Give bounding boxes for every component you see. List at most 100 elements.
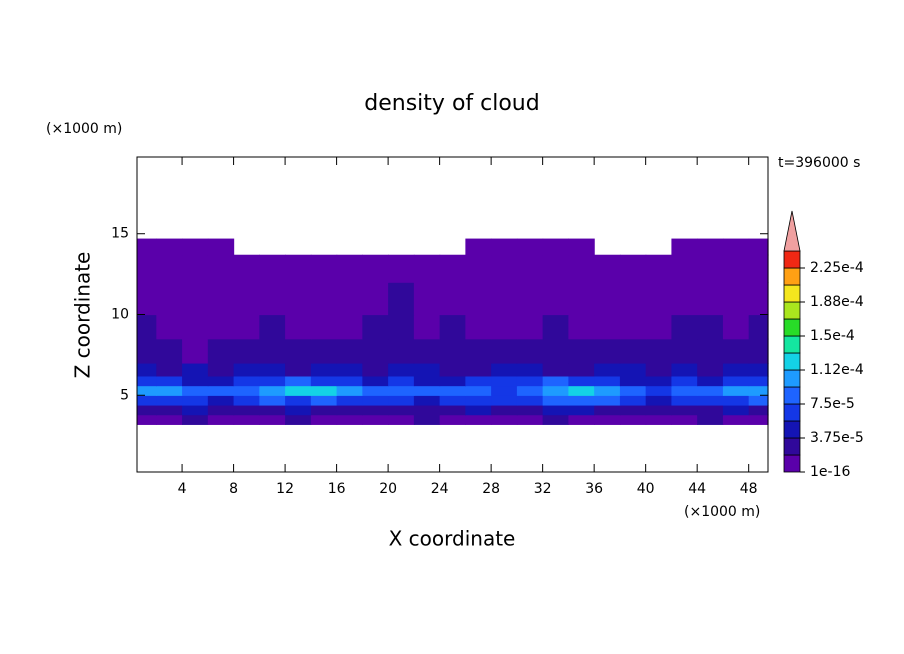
contour-cell: [516, 314, 544, 340]
colorbar-tick-label: 1.88e-4: [810, 294, 864, 310]
contour-cell: [748, 385, 769, 396]
contour-cell: [491, 414, 518, 425]
contour-cell: [310, 395, 338, 406]
contour-cell: [137, 362, 157, 377]
contour-cell: [465, 414, 492, 425]
contour-cell: [671, 314, 698, 340]
colorbar-box: [783, 403, 801, 422]
colorbar-box: [783, 335, 801, 354]
contour-cell: [722, 254, 750, 283]
colorbar-tick-label: 1e-16: [810, 464, 850, 480]
contour-cell: [645, 404, 673, 416]
contour-cell: [645, 314, 673, 340]
contour-cell: [748, 254, 769, 283]
contour-cell: [362, 375, 389, 387]
contour-cell: [137, 314, 157, 340]
contour-cell: [568, 238, 595, 256]
contour-cell: [465, 254, 492, 283]
contour-cell: [568, 395, 595, 406]
colorbar-tick-label: 3.75e-5: [810, 430, 864, 446]
contour-cell: [465, 282, 492, 316]
contour-cell: [156, 395, 183, 406]
contour-cell: [233, 338, 260, 364]
contour-cell: [137, 238, 157, 256]
contour-cell: [336, 282, 363, 316]
colorbar-tick-label: 7.5e-5: [810, 396, 855, 412]
contour-cell: [439, 254, 466, 283]
contour-cell: [465, 385, 492, 396]
contour-cell: [542, 404, 569, 416]
contour-cell: [594, 254, 621, 283]
contour-cell: [388, 404, 415, 416]
contour-cell: [259, 375, 286, 387]
contour-cell: [310, 404, 338, 416]
contour-cell: [388, 282, 415, 316]
x-tick-label: 28: [482, 481, 500, 497]
contour-cell: [137, 338, 157, 364]
contour-cell: [516, 385, 544, 396]
contour-cell: [156, 414, 183, 425]
contour-cell: [310, 414, 338, 425]
colorbar-box: [783, 318, 801, 337]
contour-cell: [645, 282, 673, 316]
contour-cell: [542, 395, 569, 406]
contour-cell: [645, 395, 673, 406]
contour-cell: [491, 338, 518, 364]
contour-cell: [259, 395, 286, 406]
contour-cell: [362, 314, 389, 340]
contour-cell: [619, 254, 647, 283]
y-tick-label: 5: [120, 387, 129, 403]
colorbar-tick-label: 1.12e-4: [810, 362, 864, 378]
contour-cell: [310, 338, 338, 364]
contour-cell: [156, 375, 183, 387]
contour-cell: [516, 375, 544, 387]
contour-cell: [465, 395, 492, 406]
x-tick-label: 24: [431, 481, 449, 497]
contour-cell: [336, 314, 363, 340]
colorbar-box: [783, 284, 801, 303]
contour-cell: [439, 282, 466, 316]
x-unit: (×1000 m): [684, 504, 760, 520]
contour-cell: [362, 385, 389, 396]
contour-cell: [491, 385, 518, 396]
x-tick-label: 48: [740, 481, 758, 497]
contour-cell: [207, 282, 235, 316]
contour-cell: [439, 414, 466, 425]
contour-cell: [182, 375, 209, 387]
x-tick-label: 8: [229, 481, 238, 497]
contour-cell: [336, 414, 363, 425]
x-tick-label: 44: [688, 481, 706, 497]
x-tick-label: 40: [637, 481, 655, 497]
contour-cell: [388, 314, 415, 340]
contour-cell: [491, 282, 518, 316]
contour-cell: [619, 404, 647, 416]
contour-cell: [156, 404, 183, 416]
contour-cell: [233, 395, 260, 406]
contour-cell: [439, 375, 466, 387]
contour-cell: [697, 338, 724, 364]
contour-cell: [516, 404, 544, 416]
x-tick-label: 4: [178, 481, 187, 497]
contour-cell: [285, 375, 312, 387]
contour-cell: [465, 375, 492, 387]
contour-cell: [671, 375, 698, 387]
contour-cell: [259, 385, 286, 396]
colorbar-box: [783, 250, 801, 269]
contour-cell: [491, 238, 518, 256]
contour-cell: [697, 282, 724, 316]
contour-cell: [207, 385, 235, 396]
contour-cell: [362, 254, 389, 283]
contour-cell: [156, 385, 183, 396]
contour-cell: [207, 404, 235, 416]
contour-cell: [336, 338, 363, 364]
contour-cell: [465, 362, 492, 377]
contour-cell: [645, 375, 673, 387]
contour-cell: [336, 254, 363, 283]
contour-cell: [156, 338, 183, 364]
contour-cell: [207, 362, 235, 377]
contour-cell: [182, 404, 209, 416]
contour-cell: [465, 338, 492, 364]
contour-cell: [748, 238, 769, 256]
contour-cell: [619, 314, 647, 340]
contour-cell: [413, 362, 441, 377]
